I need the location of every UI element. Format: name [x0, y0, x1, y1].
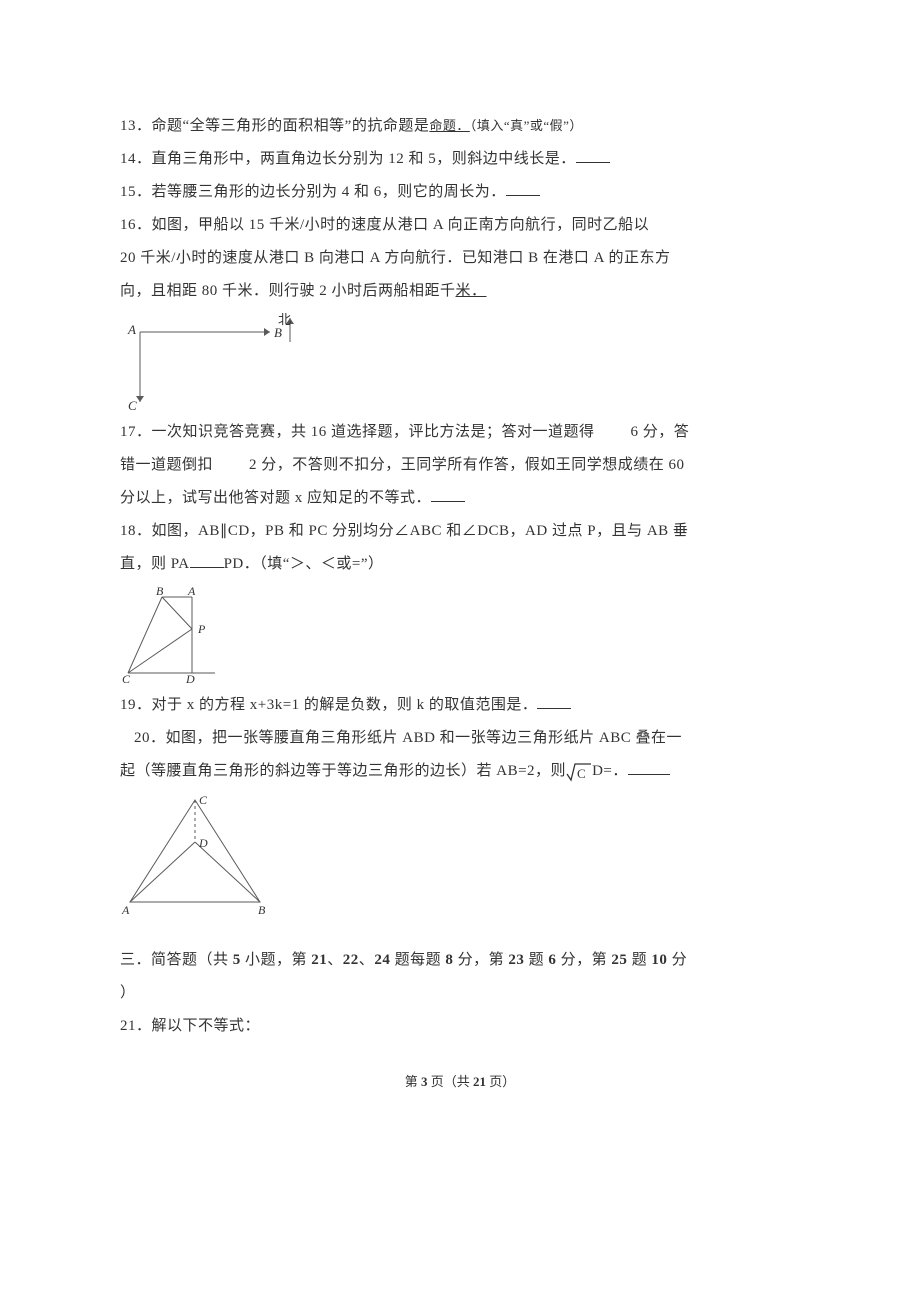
section3-heading: 三．简答题（共 5 小题，第 21、22、24 题每题 8 分，第 23 题 6… — [120, 944, 800, 977]
s3-d: 、 — [359, 952, 375, 968]
s3-b8: 25 — [611, 952, 627, 968]
q18-l2: 直，则 PA PD．（填“＞、＜或=”） — [120, 548, 800, 581]
footer-d: 21 — [473, 1074, 486, 1089]
q20-l2-b: D=． — [592, 763, 628, 779]
s3-j: 分 — [667, 952, 687, 968]
q16-label-A: A — [127, 322, 136, 337]
s3-a: 三．简答题（共 — [120, 952, 233, 968]
s3-h: 分，第 — [556, 952, 611, 968]
q18-label-D: D — [185, 672, 195, 685]
q19-text: 19．对于 x 的方程 x+3k=1 的解是负数，则 k 的取值范围是． — [120, 697, 537, 713]
q18-label-B: B — [156, 585, 164, 598]
q18-blank — [190, 552, 224, 568]
q15: 15．若等腰三角形的边长分别为 4 和 6，则它的周长为． — [120, 176, 800, 209]
q20-label-D: D — [198, 836, 208, 850]
q19-blank — [537, 693, 571, 709]
q16-l3-text: 向，且相距 80 千米．则行驶 2 小时后两船相距千 — [120, 283, 456, 299]
q17-l2-b: 2 分，不答则不扣分，王同学所有作答，假如王同学想成绩在 60 — [249, 457, 685, 473]
q18-label-C: C — [122, 672, 131, 685]
q13-text-a: 13．命题“全等三角形的面积相等”的抗命题是 — [120, 118, 429, 134]
q14: 14．直角三角形中，两直角边长分别为 12 和 5，则斜边中线长是． — [120, 143, 800, 176]
s3-b6: 23 — [508, 952, 524, 968]
q16-l1: 16．如图，甲船以 15 千米/小时的速度从港口 A 向正南方向航行，同时乙船以 — [120, 209, 800, 242]
q17-l1-a: 17．一次知识竞答竞赛，共 16 道选择题，评比方法是；答对一道题得 — [120, 424, 595, 440]
s3-f: 分，第 — [453, 952, 508, 968]
footer-c: 页（共 — [427, 1074, 473, 1089]
q20-label-B: B — [258, 903, 266, 917]
q14-blank — [576, 147, 610, 163]
q20-figure: A B C D — [120, 792, 800, 922]
q21: 21．解以下不等式： — [120, 1010, 800, 1043]
s3-c: 、 — [327, 952, 343, 968]
q17-l2: 错一道题倒扣 2 分，不答则不扣分，王同学所有作答，假如王同学想成绩在 60 — [120, 449, 800, 482]
q20-l2-a: 起（等腰直角三角形的斜边等于等边三角形的边长）若 AB=2，则 — [120, 763, 566, 779]
q16-l3: 向，且相距 80 千米．则行驶 2 小时后两船相距千米． — [120, 275, 800, 308]
q20-l2: 起（等腰直角三角形的斜边等于等边三角形的边长）若 AB=2，则 C D=． — [120, 755, 800, 788]
q16-label-B: B — [274, 325, 282, 340]
q20-blank — [628, 759, 670, 775]
q15-text: 15．若等腰三角形的边长分别为 4 和 6，则它的周长为． — [120, 184, 506, 200]
q13: 13．命题“全等三角形的面积相等”的抗命题是命题．（填入“真”或“假”） — [120, 110, 800, 143]
s3-g: 题 — [524, 952, 548, 968]
q16-l3-underlined: 米． — [456, 283, 487, 299]
q17-l3-text: 分以上，试写出他答对题 x 应知足的不等式． — [120, 490, 431, 506]
q18-label-P: P — [197, 622, 206, 636]
q18-l1: 18．如图，AB∥CD，PB 和 PC 分别均分∠ABC 和∠DCB，AD 过点… — [120, 515, 800, 548]
q13-underlined: 命题． — [429, 118, 470, 133]
q20-label-C: C — [199, 793, 208, 807]
q17-l1-b: 6 分，答 — [631, 424, 690, 440]
q17-l2-a: 错一道题倒扣 — [120, 457, 213, 473]
q18-l2-b: PD．（填“＞、＜或=”） — [224, 556, 384, 572]
s3-b4: 24 — [374, 952, 390, 968]
q20-sqrt-inner: C — [577, 766, 586, 781]
q18-figure: B A C D P — [120, 585, 800, 685]
q17-l3: 分以上，试写出他答对题 x 应知足的不等式． — [120, 482, 800, 515]
section3-l2: ） — [120, 977, 800, 1010]
q18-label-A: A — [187, 585, 196, 598]
s3-b: 小题，第 — [241, 952, 312, 968]
q17-blank — [431, 486, 465, 502]
sqrt-icon: C — [566, 762, 592, 782]
page: 13．命题“全等三角形的面积相等”的抗命题是命题．（填入“真”或“假”） 14．… — [0, 0, 920, 1303]
q16-label-C: C — [128, 398, 137, 412]
s3-b1: 5 — [233, 952, 241, 968]
q20-l1: 20．如图，把一张等腰直角三角形纸片 ABD 和一张等边三角形纸片 ABC 叠在… — [120, 722, 800, 755]
footer-a: 第 — [405, 1074, 421, 1089]
s3-b2: 21 — [311, 952, 327, 968]
q19: 19．对于 x 的方程 x+3k=1 的解是负数，则 k 的取值范围是． — [120, 689, 800, 722]
footer-e: 页） — [486, 1074, 515, 1089]
q15-blank — [506, 180, 540, 196]
page-footer: 第 3 页（共 21 页） — [120, 1071, 800, 1090]
q13-tail: （填入“真”或“假”） — [470, 118, 583, 133]
s3-b9: 10 — [651, 952, 667, 968]
q14-text: 14．直角三角形中，两直角边长分别为 12 和 5，则斜边中线长是． — [120, 151, 576, 167]
q20-label-A: A — [121, 903, 130, 917]
s3-b3: 22 — [343, 952, 359, 968]
q16-l2: 20 千米/小时的速度从港口 B 向港口 A 方向航行．已知港口 B 在港口 A… — [120, 242, 800, 275]
s3-i: 题 — [627, 952, 651, 968]
s3-e: 题每题 — [390, 952, 445, 968]
q16-figure: A B C 北 — [120, 312, 800, 412]
q17-l1: 17．一次知识竞答竞赛，共 16 道选择题，评比方法是；答对一道题得 6 分，答 — [120, 416, 800, 449]
q18-l2-a: 直，则 PA — [120, 556, 190, 572]
q16-label-north: 北 — [278, 312, 291, 327]
